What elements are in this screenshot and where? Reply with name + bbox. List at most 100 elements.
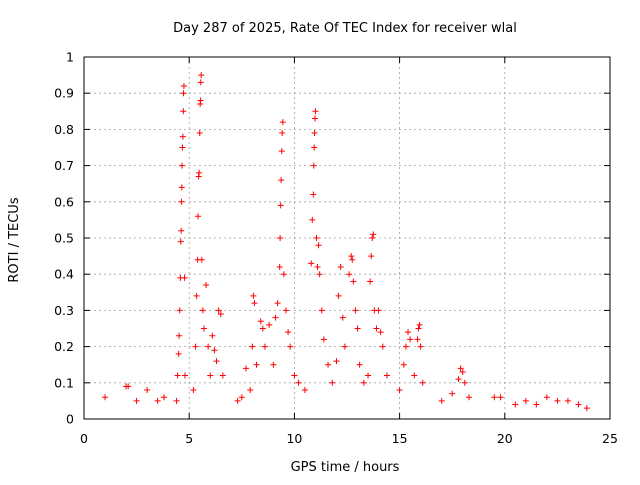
data-point [272, 314, 279, 321]
data-point [370, 231, 377, 238]
data-point [367, 278, 374, 285]
data-point [341, 343, 348, 350]
data-point [181, 274, 188, 281]
data-point [207, 372, 214, 379]
data-point [274, 300, 281, 307]
data-point [160, 394, 167, 401]
data-point [318, 307, 325, 314]
data-point [173, 397, 180, 404]
data-point [414, 336, 421, 343]
data-point [276, 263, 283, 270]
data-point [177, 238, 184, 245]
data-point [379, 343, 386, 350]
data-point [316, 271, 323, 278]
x-tick-label: 5 [185, 431, 193, 446]
data-point [309, 216, 316, 223]
data-point [313, 235, 320, 241]
data-point [312, 115, 319, 122]
tick-labels: 00.10.20.30.40.50.60.70.80.910 5 10 15 20 25 [54, 50, 618, 447]
data-point [339, 314, 346, 321]
data-point [346, 271, 353, 278]
chart-title: Day 287 of 2025, Rate Of TEC Index for r… [173, 21, 517, 36]
data-point [459, 368, 466, 375]
data-point [396, 387, 403, 394]
data-point [243, 365, 250, 372]
data-point [455, 376, 462, 383]
data-point [196, 130, 203, 137]
data-point [178, 227, 185, 234]
axis-ticks [83, 56, 611, 420]
data-point [247, 387, 254, 394]
data-point [308, 260, 315, 267]
data-point [213, 358, 220, 365]
data-point [287, 343, 294, 350]
data-point [497, 394, 504, 401]
y-tick-label: 0.6 [54, 194, 74, 209]
data-point [377, 329, 384, 336]
data-point [279, 119, 286, 126]
data-point [512, 401, 519, 408]
data-point [197, 97, 204, 104]
data-point [190, 387, 197, 394]
data-point [176, 307, 183, 314]
data-point [253, 361, 260, 368]
data-point [180, 82, 187, 89]
data-point [217, 311, 224, 318]
data-point [193, 292, 200, 299]
data-point [368, 253, 375, 260]
data-point [280, 271, 287, 278]
data-point [278, 177, 285, 184]
data-point [583, 405, 590, 412]
x-tick-label: 0 [80, 431, 88, 446]
data-point [360, 379, 367, 386]
data-point [312, 108, 319, 115]
data-point [310, 191, 317, 198]
data-point [311, 130, 318, 137]
data-point [102, 394, 109, 401]
data-point [522, 397, 529, 404]
data-point [266, 321, 273, 328]
data-point [348, 253, 355, 260]
data-point [449, 390, 456, 397]
data-point [419, 379, 426, 386]
data-point [261, 343, 268, 350]
data-point [285, 329, 292, 336]
data-point [180, 90, 187, 97]
data-point [491, 394, 498, 401]
data-point [466, 394, 473, 401]
data-point [277, 235, 284, 241]
data-point [250, 292, 257, 299]
data-point [279, 130, 286, 137]
data-point [195, 213, 202, 220]
x-tick-label: 15 [392, 431, 408, 446]
data-point [259, 325, 266, 332]
y-tick-label: 0.3 [54, 303, 74, 318]
data-point [333, 358, 340, 365]
data-point [369, 235, 376, 241]
data-point [365, 372, 372, 379]
data-point [174, 372, 181, 379]
data-point [178, 184, 185, 191]
data-point [438, 397, 445, 404]
data-point [219, 372, 226, 379]
data-point [197, 79, 204, 86]
data-point [575, 401, 582, 408]
data-point [251, 300, 258, 307]
data-point [238, 394, 245, 401]
y-tick-label: 0.2 [54, 339, 74, 354]
data-point [211, 347, 218, 354]
data-point [205, 343, 212, 350]
data-point [180, 108, 187, 115]
data-point [354, 325, 361, 332]
grid [84, 57, 610, 419]
y-tick-label: 0.8 [54, 122, 74, 137]
y-tick-label: 0.9 [54, 86, 74, 101]
data-point [349, 256, 356, 263]
data-point [407, 336, 414, 343]
data-point [198, 72, 205, 79]
data-point [314, 263, 321, 270]
x-axis-label: GPS time / hours [291, 460, 400, 475]
data-point [176, 332, 183, 339]
data-point [270, 361, 277, 368]
